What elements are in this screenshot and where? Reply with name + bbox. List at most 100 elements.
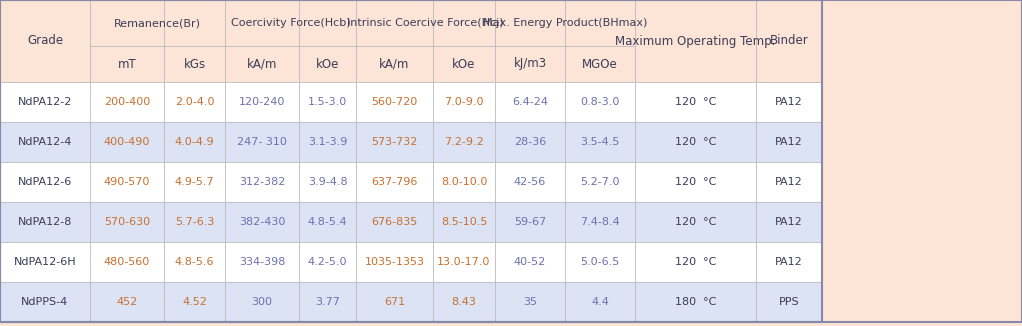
Text: 573-732: 573-732: [371, 137, 418, 147]
Text: mT: mT: [118, 57, 136, 70]
Text: kA/m: kA/m: [379, 57, 410, 70]
Text: 40-52: 40-52: [514, 257, 546, 267]
Bar: [635, 282, 756, 322]
Text: Remanence(Br): Remanence(Br): [114, 18, 201, 28]
Bar: [225, 0, 299, 46]
Bar: [90, 202, 164, 242]
Text: 4.2-5.0: 4.2-5.0: [308, 257, 347, 267]
Text: 637-796: 637-796: [371, 177, 418, 187]
Bar: [495, 162, 565, 202]
Text: PA12: PA12: [775, 137, 803, 147]
Bar: [299, 0, 356, 46]
Text: NdPA12-6H: NdPA12-6H: [13, 257, 77, 267]
Bar: [565, 82, 635, 122]
Bar: [90, 122, 164, 162]
Text: 0.8-3.0: 0.8-3.0: [580, 97, 619, 107]
Text: PA12: PA12: [775, 217, 803, 227]
Text: 7.0-9.0: 7.0-9.0: [445, 97, 483, 107]
Text: 671: 671: [384, 297, 405, 307]
Bar: [356, 82, 433, 122]
Bar: [164, 82, 225, 122]
Text: NdPA12-8: NdPA12-8: [17, 217, 73, 227]
Text: 8.43: 8.43: [452, 297, 476, 307]
Bar: [164, 202, 225, 242]
Text: 8.0-10.0: 8.0-10.0: [440, 177, 487, 187]
Bar: [635, 0, 756, 82]
Text: 1.5-3.0: 1.5-3.0: [308, 97, 347, 107]
Bar: [299, 282, 356, 322]
Text: 4.0-4.9: 4.0-4.9: [175, 137, 215, 147]
Text: 312-382: 312-382: [239, 177, 285, 187]
Bar: [90, 46, 164, 82]
Bar: [565, 202, 635, 242]
Bar: [756, 202, 822, 242]
Bar: [756, 0, 822, 46]
Text: 180  °C: 180 °C: [675, 297, 716, 307]
Bar: [565, 162, 635, 202]
Text: PPS: PPS: [779, 297, 799, 307]
Bar: [0, 0, 90, 82]
Bar: [0, 202, 90, 242]
Bar: [164, 0, 225, 46]
Bar: [565, 122, 635, 162]
Bar: [164, 162, 225, 202]
Bar: [433, 282, 495, 322]
Bar: [565, 46, 635, 82]
Text: 5.2-7.0: 5.2-7.0: [580, 177, 619, 187]
Bar: [433, 122, 495, 162]
Text: 3.1-3.9: 3.1-3.9: [308, 137, 347, 147]
Bar: [565, 0, 635, 46]
Text: 13.0-17.0: 13.0-17.0: [437, 257, 491, 267]
Text: 2.0-4.0: 2.0-4.0: [175, 97, 215, 107]
Bar: [565, 282, 635, 322]
Bar: [756, 82, 822, 122]
Text: 5.7-6.3: 5.7-6.3: [175, 217, 215, 227]
Bar: [635, 122, 756, 162]
Bar: [225, 282, 299, 322]
Text: 35: 35: [523, 297, 537, 307]
Bar: [635, 46, 756, 82]
Bar: [356, 162, 433, 202]
Bar: [356, 282, 433, 322]
Text: 490-570: 490-570: [104, 177, 150, 187]
Bar: [0, 122, 90, 162]
Bar: [635, 82, 756, 122]
Text: 7.2-9.2: 7.2-9.2: [445, 137, 483, 147]
Text: PA12: PA12: [775, 257, 803, 267]
Bar: [495, 202, 565, 242]
Bar: [756, 122, 822, 162]
Text: 5.0-6.5: 5.0-6.5: [580, 257, 619, 267]
Bar: [0, 242, 90, 282]
Text: 1035-1353: 1035-1353: [365, 257, 424, 267]
Bar: [0, 0, 90, 46]
Text: 334-398: 334-398: [239, 257, 285, 267]
Text: 3.77: 3.77: [315, 297, 340, 307]
Bar: [0, 282, 90, 322]
Bar: [0, 82, 90, 122]
Bar: [356, 0, 433, 46]
Text: 3.9-4.8: 3.9-4.8: [308, 177, 347, 187]
Bar: [299, 202, 356, 242]
Text: 59-67: 59-67: [514, 217, 546, 227]
Bar: [635, 162, 756, 202]
Bar: [433, 162, 495, 202]
Text: 300: 300: [251, 297, 273, 307]
Text: NdPA12-6: NdPA12-6: [17, 177, 73, 187]
Text: 480-560: 480-560: [104, 257, 150, 267]
Bar: [433, 0, 495, 46]
Bar: [756, 162, 822, 202]
Text: 4.8-5.6: 4.8-5.6: [175, 257, 215, 267]
Text: 676-835: 676-835: [371, 217, 418, 227]
Text: Binder: Binder: [770, 35, 808, 48]
Bar: [164, 282, 225, 322]
Text: 6.4-24: 6.4-24: [512, 97, 548, 107]
Bar: [756, 282, 822, 322]
Text: 8.5-10.5: 8.5-10.5: [440, 217, 487, 227]
Text: NdPA12-2: NdPA12-2: [17, 97, 73, 107]
Text: 4.8-5.4: 4.8-5.4: [308, 217, 347, 227]
Text: NdPPS-4: NdPPS-4: [21, 297, 68, 307]
Text: MGOe: MGOe: [583, 57, 618, 70]
Bar: [90, 0, 164, 46]
Text: Grade: Grade: [27, 35, 63, 48]
Bar: [90, 82, 164, 122]
